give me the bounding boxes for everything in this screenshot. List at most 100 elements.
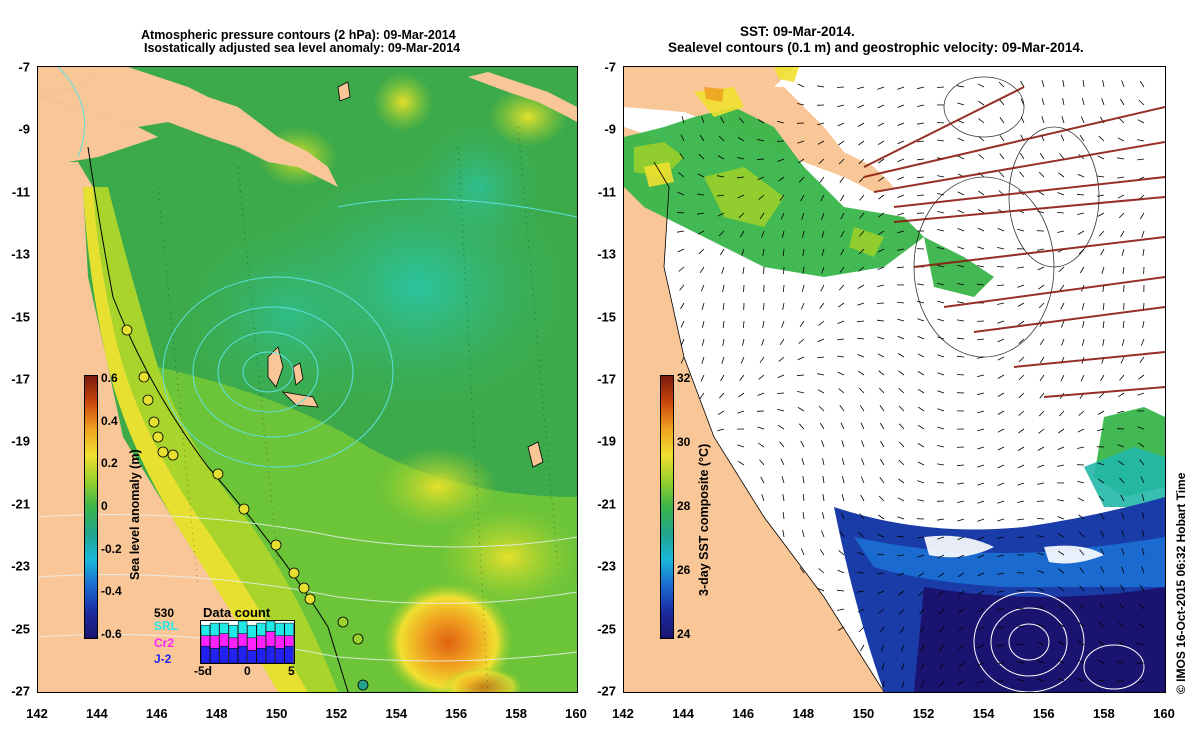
velocity-arrow xyxy=(1060,302,1065,310)
velocity-arrow xyxy=(798,338,805,344)
velocity-arrow xyxy=(1122,320,1125,329)
velocity-arrow xyxy=(1078,531,1085,538)
velocity-arrow xyxy=(937,229,945,232)
velocity-arrow xyxy=(1099,513,1105,520)
velocity-arrow xyxy=(878,370,885,376)
velocity-arrow xyxy=(996,284,1005,286)
velocity-arrow xyxy=(1142,512,1145,520)
velocity-arrow xyxy=(1118,117,1125,124)
velocity-arrow xyxy=(877,553,885,556)
velocity-arrow xyxy=(999,117,1005,124)
velocity-arrow xyxy=(1017,228,1025,232)
velocity-arrow xyxy=(837,371,845,376)
velocity-arrow xyxy=(937,193,945,196)
data-count-bar-segment xyxy=(200,645,211,664)
sst-colorbar-tick-1: 30 xyxy=(677,435,691,449)
velocity-arrow xyxy=(957,680,965,686)
velocity-arrow xyxy=(859,513,865,520)
velocity-arrow xyxy=(857,302,865,306)
left-lat-tick-8: -23 xyxy=(11,558,30,574)
velocity-arrow xyxy=(1102,338,1105,346)
velocity-arrow xyxy=(1077,428,1085,433)
velocity-arrow xyxy=(1037,535,1045,538)
velocity-arrow xyxy=(1082,80,1085,88)
sst-svg xyxy=(624,67,1165,692)
right-lat-tick-4: -15 xyxy=(597,309,616,325)
velocity-arrow xyxy=(1077,480,1085,484)
left-lon-tick-0: 142 xyxy=(26,706,48,721)
velocity-arrow xyxy=(877,534,885,538)
sst-map xyxy=(623,66,1166,693)
velocity-arrow xyxy=(917,140,925,143)
velocity-arrow xyxy=(1077,230,1085,235)
velocity-arrow xyxy=(717,194,725,197)
velocity-arrow xyxy=(957,137,965,142)
right-lon-tick-8: 158 xyxy=(1093,706,1115,721)
velocity-arrow xyxy=(800,548,805,556)
velocity-arrow xyxy=(937,536,945,540)
velocity-arrow xyxy=(837,355,845,358)
velocity-arrow xyxy=(996,644,1005,647)
velocity-arrow xyxy=(1037,552,1045,556)
velocity-arrow xyxy=(680,302,685,310)
right-lat-tick-2: -11 xyxy=(597,184,616,200)
velocity-arrow xyxy=(877,248,885,253)
right-lat-tick-6: -19 xyxy=(597,433,616,449)
velocity-arrow xyxy=(837,320,845,324)
velocity-arrow xyxy=(837,626,845,631)
velocity-arrow xyxy=(836,86,845,88)
data-count-bar-segment xyxy=(275,648,285,664)
velocity-arrow xyxy=(880,440,885,448)
velocity-arrow xyxy=(997,572,1005,575)
velocity-arrow xyxy=(957,209,965,214)
velocity-arrow xyxy=(1018,320,1025,326)
velocity-arrow xyxy=(701,302,705,310)
velocity-arrow xyxy=(957,264,965,268)
velocity-arrow xyxy=(919,626,925,634)
velocity-arrow xyxy=(778,176,785,182)
velocity-arrow xyxy=(802,230,805,238)
velocity-arrow xyxy=(1059,284,1065,291)
velocity-arrow xyxy=(857,122,865,127)
velocity-arrow xyxy=(1137,158,1145,161)
velocity-arrow xyxy=(838,284,845,291)
velocity-arrow xyxy=(917,122,925,125)
velocity-arrow xyxy=(1038,171,1045,178)
right-lon-tick-1: 144 xyxy=(672,706,694,721)
velocity-arrow xyxy=(1016,589,1025,592)
velocity-arrow xyxy=(957,301,965,304)
right-title-line1: SST: 09-Mar-2014. xyxy=(740,24,855,39)
velocity-arrow xyxy=(977,482,985,486)
velocity-arrow xyxy=(1057,192,1065,196)
velocity-arrow xyxy=(1077,678,1085,682)
velocity-arrow xyxy=(1119,603,1125,610)
velocity-arrow xyxy=(1097,175,1105,178)
velocity-arrow xyxy=(997,518,1005,522)
velocity-arrow xyxy=(838,550,845,556)
velocity-arrow xyxy=(857,571,865,574)
velocity-arrow xyxy=(998,81,1005,88)
velocity-arrow xyxy=(956,464,965,467)
velocity-arrow xyxy=(1058,622,1065,628)
velocity-arrow xyxy=(1121,80,1125,88)
velocity-arrow xyxy=(937,300,945,304)
velocity-arrow xyxy=(1081,116,1085,124)
velocity-arrow xyxy=(877,230,885,236)
velocity-arrow xyxy=(898,388,905,394)
velocity-arrow xyxy=(858,532,865,538)
right-lat-tick-9: -25 xyxy=(597,621,616,637)
velocity-arrow xyxy=(857,104,865,109)
velocity-arrow xyxy=(937,211,945,214)
left-lat-tick-7: -21 xyxy=(11,496,30,512)
velocity-arrow xyxy=(1037,678,1045,682)
velocity-arrow xyxy=(879,458,885,466)
velocity-arrow xyxy=(722,284,725,292)
velocity-arrow xyxy=(1017,302,1025,307)
velocity-arrow xyxy=(1079,549,1085,556)
sea-level-colorbar-label: Sea level anomaly (m) xyxy=(128,449,142,580)
velocity-arrow xyxy=(1077,659,1085,664)
velocity-arrow xyxy=(758,374,765,380)
velocity-arrow xyxy=(897,248,905,251)
velocity-arrow xyxy=(1142,320,1145,328)
velocity-arrow xyxy=(702,320,705,328)
